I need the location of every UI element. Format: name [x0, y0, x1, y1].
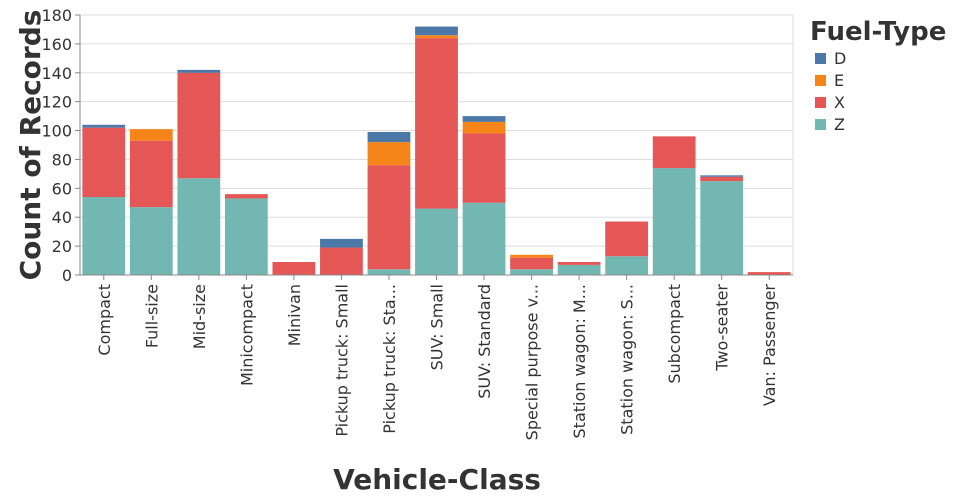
bar-segment-e — [462, 121, 506, 134]
y-tick-label: 60 — [52, 179, 72, 198]
bar-segment-x — [367, 165, 411, 270]
bar-segment-d — [367, 132, 411, 143]
x-tick-label: Minivan — [285, 284, 304, 346]
bar-segment-d — [415, 26, 458, 36]
bar-segment-z — [462, 202, 506, 275]
legend-label-x: X — [834, 93, 845, 112]
bar-segment-d — [320, 238, 363, 248]
legend-swatch-x — [815, 97, 826, 108]
x-axis: Compact Full-size Mid-size Minicompact Miniv… — [80, 274, 793, 440]
bar-segment-x — [320, 247, 363, 275]
bar-segment-x — [700, 176, 744, 182]
bar-segment-x — [510, 257, 553, 270]
bar-segment-x — [415, 38, 458, 209]
bar-segment-e — [415, 35, 458, 39]
legend-label-d: D — [834, 49, 846, 68]
bar-segment-x — [747, 272, 791, 275]
x-tick-label: Subcompact — [665, 284, 684, 384]
bar-segment-z — [367, 269, 411, 275]
bars — [82, 26, 791, 275]
bar-segment-d — [700, 175, 744, 177]
bar-segment-z — [82, 197, 126, 275]
legend-swatch-z — [815, 119, 826, 130]
x-tick-label: Pickup truck: Small — [332, 284, 351, 437]
x-axis-title: Vehicle-Class — [333, 463, 541, 496]
x-tick-label: Full-size — [142, 284, 161, 348]
bar-segment-x — [224, 194, 268, 199]
bar-segment-z — [177, 178, 221, 275]
y-tick-label: 160 — [41, 35, 72, 54]
bar-segment-z — [415, 208, 458, 275]
y-tick-label: 20 — [52, 237, 72, 256]
bar-segment-z — [652, 168, 696, 275]
bar-segment-z — [605, 256, 649, 275]
y-tick-label: 0 — [62, 266, 72, 285]
y-tick-label: 80 — [52, 150, 72, 169]
x-tick-label: SUV: Standard — [475, 284, 494, 399]
x-tick-label: Mid-size — [190, 284, 209, 349]
x-tick-label: Station wagon: M... — [570, 284, 589, 438]
x-tick-label: Special purpose v... — [523, 284, 542, 440]
bar-segment-z — [510, 269, 553, 275]
x-tick-label: Van: Passenger — [760, 284, 779, 407]
legend-title: Fuel-Type — [810, 17, 946, 47]
x-tick-label: Compact — [95, 284, 114, 356]
bar-segment-e — [129, 129, 173, 141]
legend-swatch-d — [815, 53, 826, 64]
bar-segment-d — [462, 116, 506, 122]
y-tick-label: 140 — [41, 64, 72, 83]
x-tick-label: Pickup truck: Sta... — [380, 284, 399, 434]
legend-label-z: Z — [834, 115, 845, 134]
y-tick-label: 100 — [41, 122, 72, 141]
bar-segment-z — [129, 207, 173, 275]
y-tick-label: 180 — [41, 6, 72, 25]
bar-segment-x — [129, 140, 173, 208]
bar-segment-x — [82, 127, 126, 197]
y-tick-label: 120 — [41, 93, 72, 112]
x-tick-label: Station wagon: S... — [618, 284, 637, 435]
bar-segment-x — [652, 136, 696, 169]
x-tick-label: SUV: Small — [428, 284, 447, 370]
bar-segment-d — [82, 124, 126, 128]
y-tick-label: 40 — [52, 208, 72, 227]
bar-segment-e — [367, 142, 411, 166]
x-tick-label: Two-seater — [713, 284, 732, 372]
bar-segment-z — [557, 264, 601, 275]
bar-segment-d — [177, 69, 221, 73]
y-axis: 0 20 40 60 80 100 120 140 160 180 — [41, 6, 81, 285]
legend-swatch-e — [815, 75, 826, 86]
bar-segment-e — [510, 254, 553, 258]
bar-segment-x — [462, 133, 506, 203]
bar-segment-x — [272, 262, 316, 275]
bar-segment-x — [557, 262, 601, 265]
bar-segment-x — [605, 221, 649, 257]
bar-segment-x — [177, 72, 221, 179]
x-tick-label: Minicompact — [237, 284, 256, 386]
y-axis-title: Count of Records — [14, 10, 47, 281]
bar-segment-z — [700, 181, 744, 275]
legend-label-e: E — [834, 71, 844, 90]
bar-segment-z — [224, 198, 268, 275]
